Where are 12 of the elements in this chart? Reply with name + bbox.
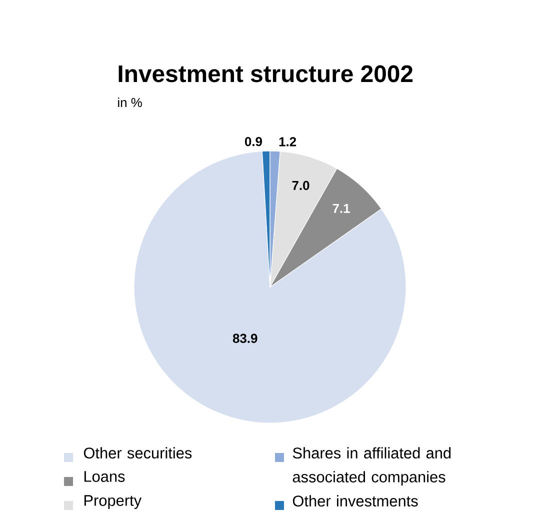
chart-title: Investment structure 2002 <box>118 65 413 82</box>
legend-label: Loans <box>84 471 125 482</box>
data-label: 7.1 <box>332 204 350 213</box>
data-label: 83.9 <box>232 334 258 343</box>
legend-label: Other securities <box>84 447 192 459</box>
legend-label: Property <box>84 495 142 510</box>
legend-label: Other investments <box>292 495 418 507</box>
legend-label: Shares in affiliated and associated companies <box>292 447 451 486</box>
data-label: 7.0 <box>292 180 310 190</box>
chart-subtitle: in % <box>118 98 142 108</box>
data-label: 1.2 <box>279 137 296 146</box>
data-label: 0.9 <box>244 136 262 146</box>
